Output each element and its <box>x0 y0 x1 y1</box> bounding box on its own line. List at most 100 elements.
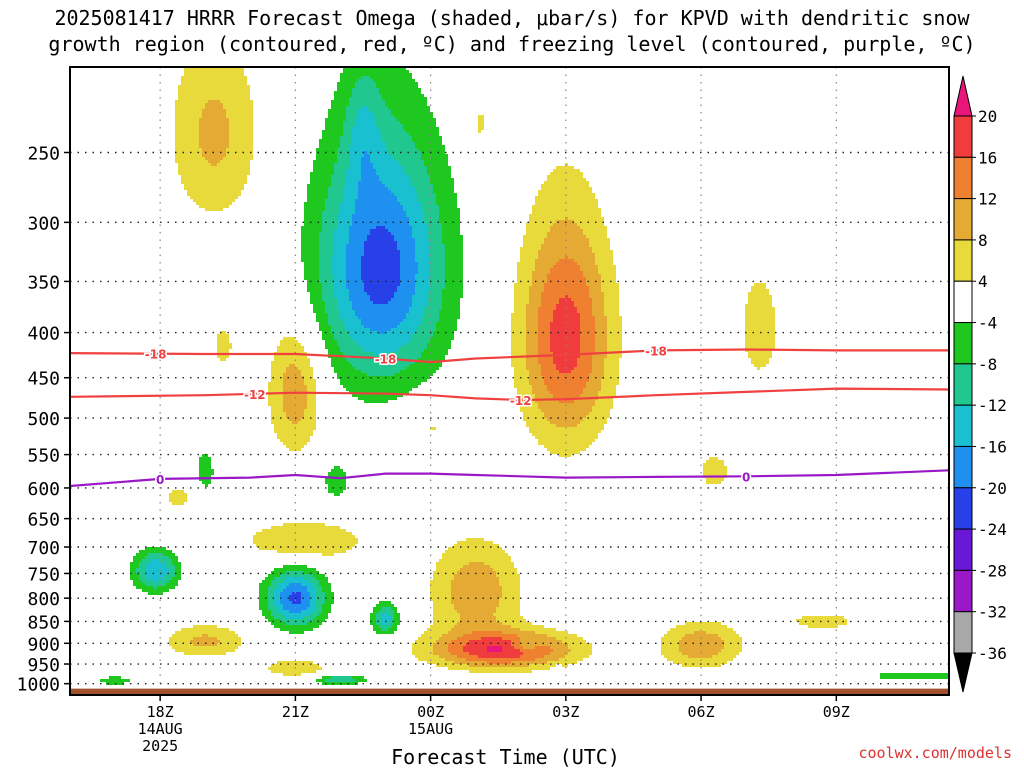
omega-cell <box>580 316 595 319</box>
omega-cell <box>268 397 283 400</box>
omega-cell <box>580 394 598 397</box>
omega-cell <box>334 277 346 280</box>
omega-cell <box>145 568 169 571</box>
omega-cell <box>334 94 352 97</box>
omega-cell <box>541 304 556 307</box>
omega-cell <box>319 250 334 253</box>
omega-cell <box>439 655 457 658</box>
omega-cell <box>517 634 547 637</box>
omega-cell <box>283 589 307 592</box>
omega-cell <box>136 553 148 556</box>
omega-cell <box>322 133 343 136</box>
omega-cell <box>511 349 526 352</box>
omega-cell <box>442 553 508 556</box>
omega-cell <box>364 151 367 154</box>
omega-cell <box>499 601 520 604</box>
omega-cell <box>139 550 172 553</box>
omega-cell <box>607 337 622 340</box>
omega-cell <box>328 487 346 490</box>
omega-cell <box>502 592 520 595</box>
omega-cell <box>538 193 595 196</box>
contour-label: -12 <box>510 394 532 408</box>
omega-cell <box>457 655 478 658</box>
omega-cell <box>325 127 343 130</box>
omega-cell <box>310 301 325 304</box>
omega-cell <box>316 319 328 322</box>
omega-cell <box>355 202 400 205</box>
omega-cell <box>394 292 415 295</box>
omega-cell <box>523 241 544 244</box>
omega-cell <box>580 343 595 346</box>
omega-cell <box>307 586 313 589</box>
omega-cell <box>322 292 334 295</box>
omega-cell <box>559 370 571 373</box>
omega-cell <box>451 592 502 595</box>
omega-cell <box>268 388 283 391</box>
omega-cell <box>307 193 328 196</box>
omega-cell <box>172 577 181 580</box>
omega-cell <box>553 310 577 313</box>
omega-cell <box>271 610 277 613</box>
omega-cell <box>340 205 355 208</box>
omega-cell <box>283 379 304 382</box>
omega-cell <box>406 130 439 133</box>
omega-cell <box>538 253 595 256</box>
omega-cell <box>430 277 445 280</box>
omega-cell <box>364 154 370 157</box>
omega-cell <box>496 607 520 610</box>
omega-cell <box>310 598 316 601</box>
omega-cell <box>427 292 442 295</box>
omega-cell <box>340 139 352 142</box>
omega-cell <box>379 127 403 130</box>
omega-cell <box>322 337 334 340</box>
omega-cell <box>394 238 415 241</box>
omega-cell <box>553 313 580 316</box>
omega-cell <box>205 106 223 109</box>
omega-cell <box>358 79 373 82</box>
y-tick-label: 600 <box>27 479 60 500</box>
omega-cell <box>283 337 295 340</box>
omega-cell <box>448 667 550 670</box>
omega-cell <box>442 238 463 241</box>
omega-cell <box>361 322 400 325</box>
omega-cell <box>499 583 520 586</box>
omega-cell <box>607 322 622 325</box>
omega-cell <box>175 106 205 109</box>
omega-cell <box>139 574 145 577</box>
omega-cell <box>379 130 406 133</box>
omega-cell <box>307 199 325 202</box>
omega-cell <box>400 271 418 274</box>
omega-cell <box>442 229 460 232</box>
omega-cell <box>280 574 313 577</box>
omega-cell <box>328 349 340 352</box>
omega-cell <box>193 643 217 646</box>
omega-cell <box>334 97 349 100</box>
omega-cell <box>328 475 346 478</box>
omega-cell <box>274 604 283 607</box>
omega-cell <box>538 328 550 331</box>
omega-cell <box>544 241 589 244</box>
omega-cell <box>604 376 619 379</box>
omega-cell <box>307 388 316 391</box>
omega-cell <box>325 205 340 208</box>
omega-cell <box>745 316 775 319</box>
omega-cell <box>808 625 838 628</box>
omega-cell <box>175 568 181 571</box>
omega-cell <box>334 466 340 469</box>
omega-cell <box>301 373 313 376</box>
omega-cell <box>436 322 457 325</box>
omega-cell <box>331 256 346 259</box>
omega-cell <box>415 142 442 145</box>
omega-cell <box>523 418 547 421</box>
omega-cell <box>217 337 229 340</box>
omega-cell <box>352 304 412 307</box>
omega-cell <box>541 373 589 376</box>
omega-cell <box>478 655 520 658</box>
omega-cell <box>580 325 595 328</box>
credit-link[interactable]: coolwx.com/models <box>858 744 1012 762</box>
omega-cell <box>322 220 337 223</box>
omega-cell <box>679 649 721 652</box>
omega-cell <box>547 661 577 664</box>
omega-cell <box>181 181 247 184</box>
omega-cell <box>517 388 532 391</box>
